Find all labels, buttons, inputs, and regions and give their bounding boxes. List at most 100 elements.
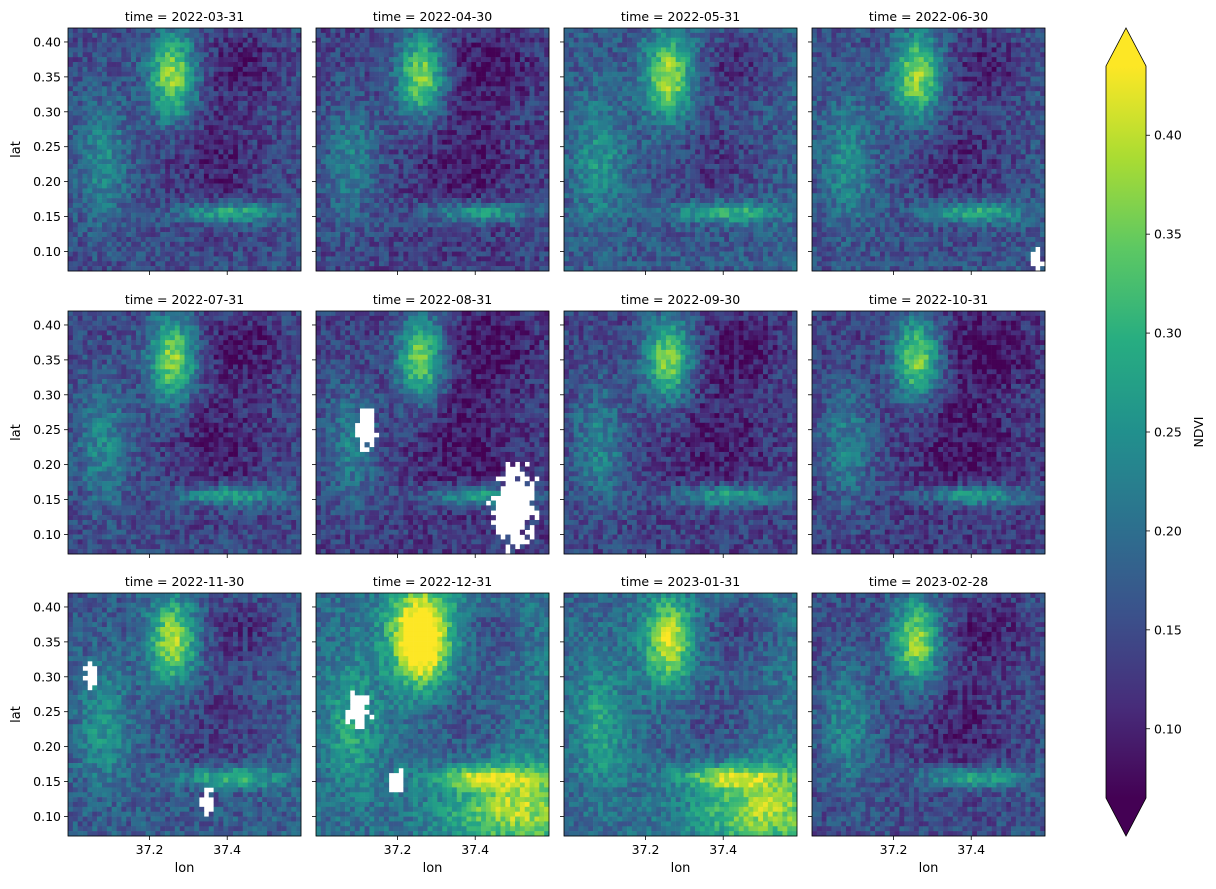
raster-cell: [175, 47, 180, 52]
raster-cell: [78, 43, 83, 48]
raster-cell: [286, 86, 291, 91]
raster-cell: [695, 33, 700, 38]
raster-cell: [199, 184, 204, 189]
raster-cell: [223, 222, 228, 227]
raster-cell: [267, 222, 272, 227]
raster-cell: [539, 203, 544, 208]
raster-cell: [272, 159, 277, 164]
raster-cell: [218, 222, 223, 227]
raster-cell: [233, 184, 238, 189]
raster-cell: [379, 222, 384, 227]
raster-cell: [243, 67, 248, 72]
raster-cell: [418, 222, 423, 227]
raster-cell: [792, 33, 797, 38]
raster-cell: [408, 184, 413, 189]
raster-cell: [257, 256, 262, 261]
raster-cell: [530, 106, 535, 111]
raster-cell: [214, 227, 219, 232]
raster-cell: [534, 130, 539, 135]
raster-cell: [515, 111, 520, 116]
raster-cell: [199, 213, 204, 218]
raster-cell: [350, 33, 355, 38]
raster-cell: [87, 154, 92, 159]
raster-cell: [579, 28, 584, 33]
raster-cell: [155, 140, 160, 145]
raster-cell: [340, 266, 345, 271]
raster-cell: [326, 227, 331, 232]
raster-cell: [146, 96, 151, 101]
raster-cell: [117, 208, 122, 213]
raster-cell: [218, 198, 223, 203]
raster-cell: [291, 33, 296, 38]
raster-cell: [423, 57, 428, 62]
raster-cell: [442, 28, 447, 33]
raster-cell: [185, 62, 190, 67]
raster-cell: [180, 203, 185, 208]
raster-cell: [350, 115, 355, 120]
raster-cell: [500, 179, 505, 184]
raster-cell: [131, 154, 136, 159]
raster-cell: [486, 91, 491, 96]
raster-cell: [394, 96, 399, 101]
raster-cell: [534, 188, 539, 193]
raster-cell: [165, 252, 170, 257]
raster-cell: [345, 222, 350, 227]
raster-cell: [457, 203, 462, 208]
raster-cell: [399, 57, 404, 62]
raster-cell: [491, 256, 496, 261]
raster-cell: [243, 242, 248, 247]
raster-cell: [530, 256, 535, 261]
raster-cell: [462, 247, 467, 252]
raster-cell: [515, 154, 520, 159]
raster-cell: [248, 81, 253, 86]
raster-cell: [272, 154, 277, 159]
raster-cell: [408, 140, 413, 145]
raster-cell: [199, 164, 204, 169]
raster-cell: [496, 198, 501, 203]
raster-cell: [471, 266, 476, 271]
raster-cell: [117, 188, 122, 193]
raster-cell: [321, 261, 326, 266]
raster-cell: [151, 266, 156, 271]
raster-cell: [534, 125, 539, 130]
raster-cell: [389, 91, 394, 96]
raster-cell: [500, 52, 505, 57]
raster-cell: [272, 96, 277, 101]
raster-cell: [331, 179, 336, 184]
raster-cell: [112, 208, 117, 213]
raster-cell: [496, 150, 501, 155]
raster-cell: [175, 106, 180, 111]
raster-cell: [428, 67, 433, 72]
raster-cell: [204, 213, 209, 218]
raster-cell: [321, 33, 326, 38]
raster-cell: [107, 33, 112, 38]
raster-cell: [622, 33, 627, 38]
raster-cell: [214, 208, 219, 213]
raster-cell: [462, 198, 467, 203]
raster-cell: [233, 169, 238, 174]
raster-cell: [141, 164, 146, 169]
raster-cell: [252, 96, 257, 101]
raster-cell: [316, 213, 321, 218]
raster-cell: [223, 169, 228, 174]
raster-cell: [233, 125, 238, 130]
raster-cell: [360, 67, 365, 72]
raster-cell: [228, 252, 233, 257]
raster-cell: [97, 218, 102, 223]
raster-cell: [326, 256, 331, 261]
raster-cell: [389, 203, 394, 208]
raster-cell: [466, 227, 471, 232]
raster-cell: [340, 184, 345, 189]
raster-cell: [272, 218, 277, 223]
raster-cell: [442, 159, 447, 164]
raster-cell: [248, 101, 253, 106]
raster-cell: [87, 266, 92, 271]
raster-cell: [107, 203, 112, 208]
raster-cell: [500, 106, 505, 111]
raster-cell: [656, 33, 661, 38]
raster-cell: [83, 38, 88, 43]
raster-cell: [291, 261, 296, 266]
raster-cell: [131, 62, 136, 67]
raster-cell: [160, 101, 165, 106]
raster-cell: [418, 91, 423, 96]
